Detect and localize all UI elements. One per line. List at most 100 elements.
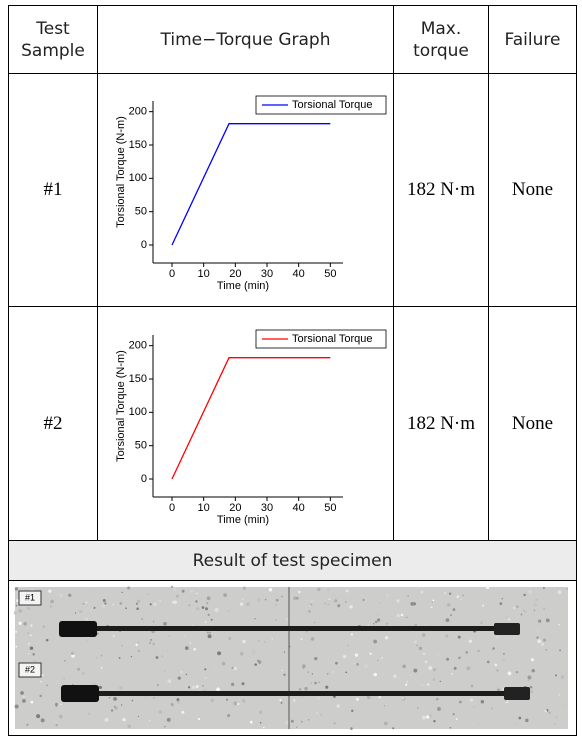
- speckle-dot: [310, 682, 312, 684]
- speckle-dot: [223, 593, 227, 597]
- speckle-dot: [280, 702, 283, 704]
- speckle-dot: [193, 647, 196, 651]
- speckle-dot: [138, 650, 140, 652]
- speckle-dot: [325, 685, 329, 689]
- speckle-dot: [275, 619, 277, 621]
- speckle-dot: [424, 660, 428, 664]
- speckle-dot: [542, 586, 546, 590]
- speckle-dot: [558, 694, 561, 696]
- speckle-dot: [518, 716, 522, 720]
- speckle-dot: [375, 612, 379, 617]
- y-axis-label: Torsional Torque (N-m): [115, 350, 127, 462]
- speckle-dot: [164, 670, 166, 672]
- speckle-dot: [316, 696, 321, 701]
- speckle-dot: [445, 634, 449, 638]
- speckle-dot: [421, 633, 426, 637]
- speckle-dot: [217, 651, 222, 656]
- speckle-dot: [537, 639, 542, 644]
- speckle-dot: [450, 614, 452, 616]
- speckle-dot: [136, 607, 139, 611]
- result-title: Result of test specimen: [8, 540, 577, 581]
- speckle-dot: [259, 721, 262, 724]
- speckle-dot: [190, 589, 194, 593]
- speckle-dot: [306, 631, 308, 633]
- speckle-dot: [295, 596, 299, 600]
- speckle-dot: [15, 614, 19, 618]
- speckle-dot: [558, 623, 560, 626]
- label-box: [18, 662, 42, 678]
- speckle-dot: [109, 687, 112, 690]
- speckle-dot: [30, 624, 33, 627]
- header-cell: Max. torque: [393, 5, 489, 74]
- speckle-dot: [452, 713, 455, 716]
- speckle-dot: [27, 607, 30, 610]
- speckle-dot: [439, 680, 442, 683]
- speckle-dot: [185, 673, 188, 676]
- speckle-dot: [249, 720, 253, 724]
- speckle-dot: [430, 606, 433, 609]
- speckle-dot: [350, 727, 353, 730]
- speckle-dot: [496, 669, 499, 672]
- speckle-dot: [327, 588, 330, 592]
- chart: 0 50 100 150 200 0 10 20 30 40 50 Time (min) Torsion…: [115, 95, 387, 292]
- speckle-dot: [204, 668, 207, 671]
- speckle-dot: [108, 697, 111, 699]
- speckle-dot: [168, 635, 171, 637]
- speckle-dot: [22, 699, 26, 703]
- speckle-dot: [335, 661, 338, 665]
- speckle-dot: [418, 646, 423, 651]
- x-tick-label: 40: [293, 268, 305, 280]
- speckle-dot: [380, 656, 384, 660]
- speckle-dot: [562, 703, 565, 706]
- legend-label: Torsional Torque: [292, 99, 373, 111]
- speckle-dot: [373, 623, 375, 625]
- y-tick-label: 100: [129, 172, 147, 184]
- speckle-dot: [68, 598, 72, 601]
- speckle-dot: [58, 714, 63, 719]
- speckle-dot: [354, 663, 356, 665]
- speckle-dot: [311, 673, 314, 675]
- speckle-dot: [140, 617, 144, 621]
- speckle-dot: [49, 605, 53, 608]
- speckle-dot: [226, 698, 228, 701]
- speckle-dot: [290, 719, 294, 723]
- x-tick-label: 40: [293, 501, 305, 513]
- speckle-dot: [206, 596, 211, 601]
- photo-label: #2: [25, 664, 35, 674]
- speckle-dot: [196, 607, 200, 611]
- speckle-dot: [177, 676, 181, 680]
- speckle-dot: [426, 683, 430, 686]
- speckle-dot: [432, 599, 435, 602]
- speckle-dot: [362, 598, 365, 602]
- speckle-dot: [330, 717, 333, 720]
- speckle-dot: [187, 686, 191, 689]
- rod-head: [61, 685, 99, 702]
- legend-label: Torsional Torque: [292, 332, 373, 344]
- speckle-dot: [402, 664, 406, 669]
- speckle-dot: [492, 647, 495, 650]
- result-title-row: Result of test specimen: [8, 540, 577, 581]
- speckle-dot: [448, 592, 452, 595]
- speckle-dot: [152, 620, 155, 623]
- speckle-dot: [241, 682, 245, 686]
- speckle-dot: [202, 685, 204, 687]
- speckle-dot: [157, 684, 159, 686]
- x-tick-label: 50: [324, 268, 336, 280]
- speckle-dot: [210, 618, 213, 621]
- speckle-dot: [46, 684, 49, 687]
- speckle-dot: [523, 610, 527, 614]
- speckle-dot: [373, 639, 378, 644]
- speckle-dot: [296, 726, 298, 728]
- y-tick-label: 150: [129, 372, 147, 384]
- speckle-dot: [300, 638, 303, 641]
- speckle-dot: [214, 607, 219, 612]
- speckle-dot: [527, 611, 531, 615]
- rod-head: [59, 621, 97, 637]
- speckle-dot: [181, 589, 185, 593]
- speckle-dot: [307, 671, 310, 673]
- speckle-dot: [148, 641, 152, 645]
- speckle-dot: [486, 660, 490, 664]
- speckle-dot: [242, 699, 246, 703]
- speckle-dot: [413, 715, 416, 719]
